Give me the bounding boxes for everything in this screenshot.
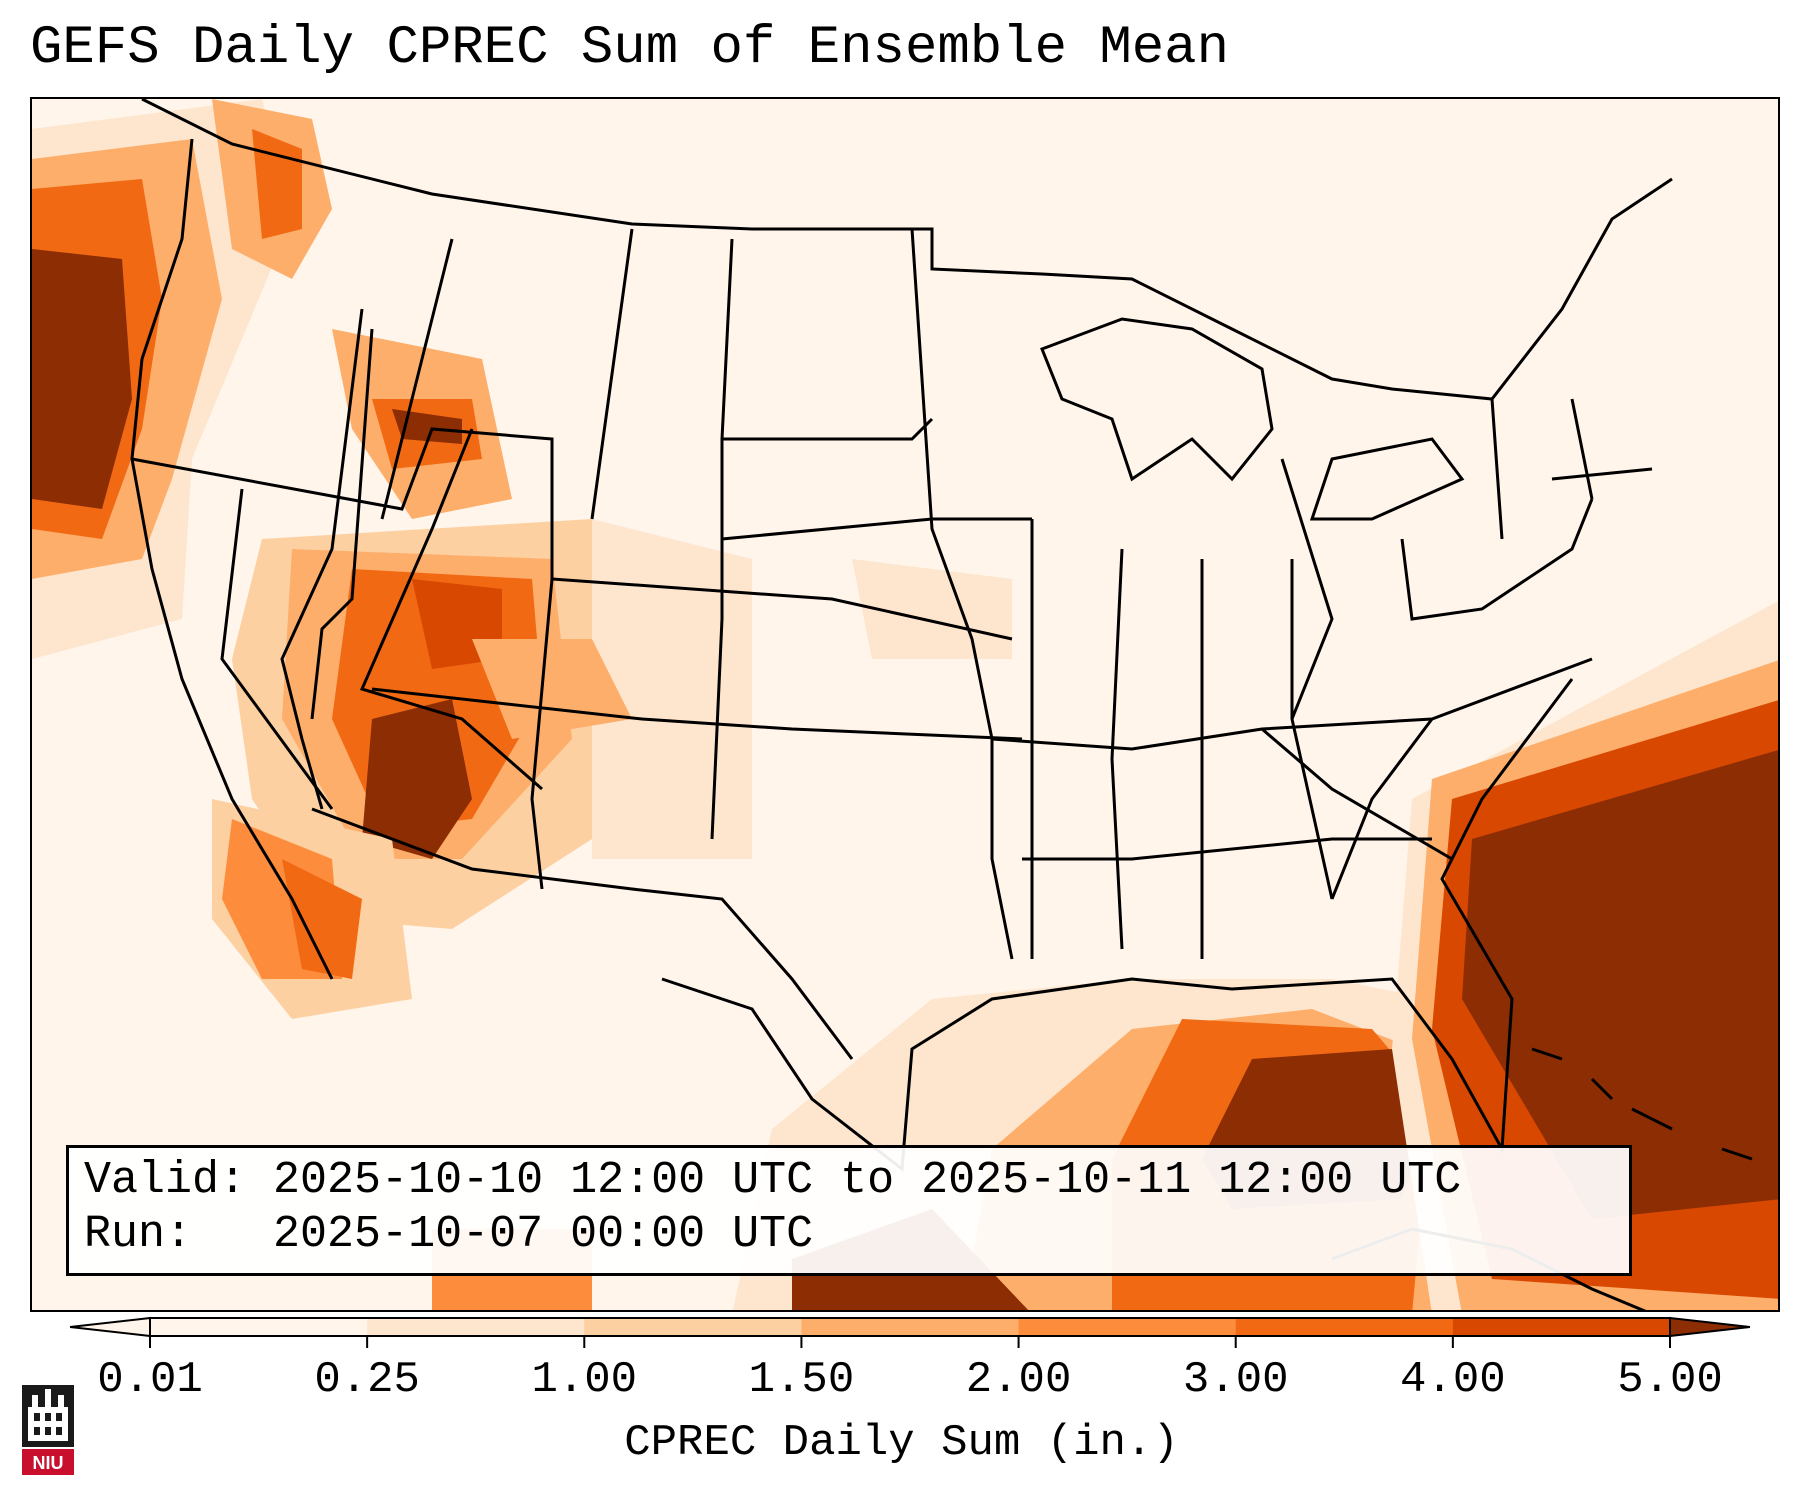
colorbar-tick-label: 3.00 bbox=[1182, 1355, 1289, 1405]
precipitation-map bbox=[30, 97, 1780, 1312]
colorbar-extend-min bbox=[70, 1316, 151, 1338]
colorbar bbox=[70, 1316, 1750, 1348]
colorbar-outline bbox=[149, 1317, 1671, 1337]
colorbar-tick-label: 2.00 bbox=[965, 1355, 1072, 1405]
colorbar-tick-label: 4.00 bbox=[1400, 1355, 1506, 1405]
colorbar-segment bbox=[1452, 1318, 1671, 1336]
run-label: Run: bbox=[84, 1209, 193, 1260]
colorbar-label: CPREC Daily Sum (in.) bbox=[624, 1418, 1179, 1468]
colorbar-segment bbox=[150, 1318, 368, 1336]
colorbar-tick-label: 1.50 bbox=[748, 1355, 855, 1405]
map-title: GEFS Daily CPREC Sum of Ensemble Mean bbox=[30, 18, 1229, 79]
valid-time: 2025-10-10 12:00 UTC to 2025-10-11 12:00… bbox=[273, 1155, 1462, 1206]
valid-run-box: Valid: 2025-10-10 12:00 UTC to 2025-10-1… bbox=[66, 1145, 1632, 1276]
colorbar-segment bbox=[584, 1318, 802, 1336]
colorbar-segment bbox=[367, 1318, 585, 1336]
colorbar-tick-label: 5.00 bbox=[1617, 1355, 1723, 1405]
colorbar-tick-label: 0.25 bbox=[314, 1355, 420, 1405]
colorbar-segment bbox=[1235, 1318, 1454, 1336]
logo-text: NIU bbox=[33, 1453, 64, 1473]
state-borders bbox=[130, 99, 1673, 1172]
colorbar-tick-label: 1.00 bbox=[531, 1355, 638, 1405]
colorbar-extend-max bbox=[1669, 1316, 1750, 1338]
niu-logo: NIU bbox=[22, 1385, 74, 1475]
colorbar-segment bbox=[1018, 1318, 1237, 1336]
colorbar-tick-label: 0.01 bbox=[97, 1355, 203, 1405]
precip-field bbox=[32, 99, 1778, 1310]
colorbar-segment bbox=[801, 1318, 1020, 1336]
run-time: 2025-10-07 00:00 UTC bbox=[273, 1209, 814, 1260]
valid-label: Valid: bbox=[84, 1155, 247, 1206]
